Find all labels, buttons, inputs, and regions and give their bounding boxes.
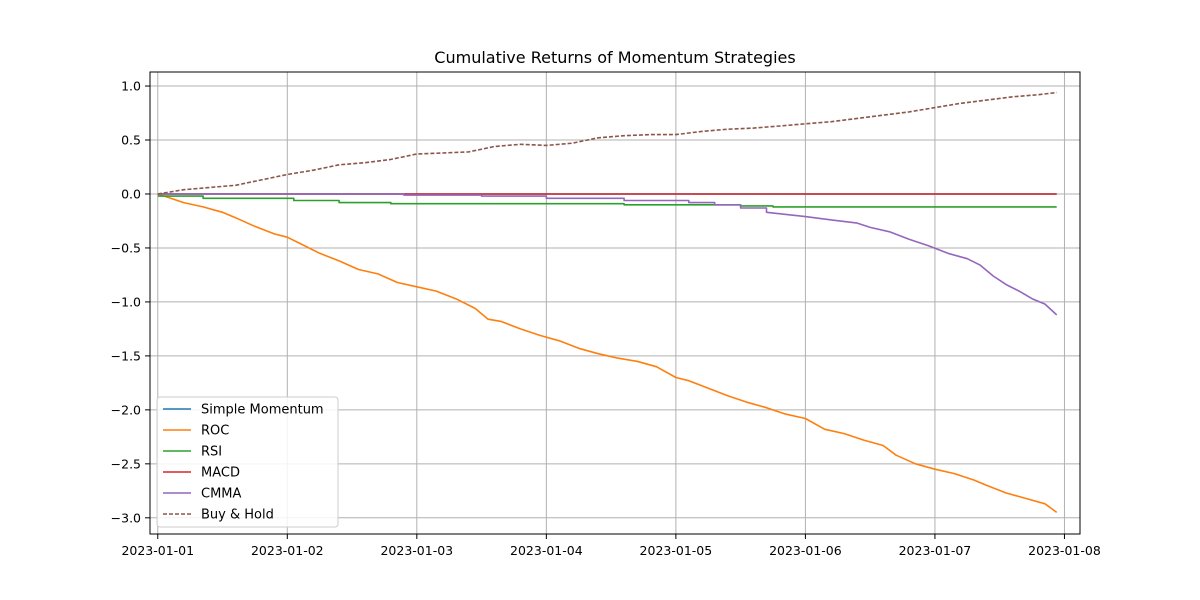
x-tick-label: 2023-01-01	[121, 543, 194, 558]
legend: Simple Momentum ROC RSI MACD CMMA Buy & Hold	[156, 396, 339, 528]
x-tick-label: 2023-01-04	[510, 543, 583, 558]
x-tick-label: 2023-01-08	[1028, 543, 1101, 558]
legend-label: ROC	[201, 424, 229, 439]
y-tick-label: −1.5	[111, 348, 141, 363]
axes-frame	[149, 71, 1081, 535]
x-tick-label: 2023-01-05	[640, 543, 713, 558]
series-lines	[157, 91, 1058, 514]
series-line-roc	[157, 193, 1058, 514]
series-line-rsi	[157, 195, 1057, 208]
legend-label: RSI	[201, 445, 222, 460]
legend-label: Buy & Hold	[201, 508, 274, 523]
x-tick-label: 2023-01-07	[899, 543, 972, 558]
legend-label: MACD	[201, 466, 240, 481]
legend-label: Simple Momentum	[201, 403, 324, 418]
chart-title: Cumulative Returns of Momentum Strategie…	[434, 48, 795, 67]
series-line-buy-hold	[157, 91, 1057, 195]
x-tick-label: 2023-01-06	[769, 543, 842, 558]
y-tick-label: 1.0	[121, 79, 141, 94]
y-tick-label: 0.5	[121, 133, 141, 148]
y-tick-label: −2.5	[111, 456, 141, 471]
y-tick-label: −1.0	[111, 294, 141, 309]
y-tick-label: −0.5	[111, 240, 141, 255]
x-axis: 2023-01-01 2023-01-02 2023-01-03 2023-01-04…	[121, 534, 1101, 558]
legend-label: CMMA	[201, 487, 242, 502]
y-axis: 1.0 0.5 0.0 −0.5 −1.0 −1.5 −2.0 −2.5 −3.0	[111, 79, 150, 525]
y-tick-label: 0.0	[121, 186, 141, 201]
x-tick-label: 2023-01-02	[251, 543, 324, 558]
series-line-cmma	[157, 193, 1058, 316]
x-tick-label: 2023-01-03	[380, 543, 453, 558]
y-tick-label: −2.0	[111, 402, 141, 417]
legend-box	[156, 396, 339, 528]
y-tick-label: −3.0	[111, 510, 141, 525]
